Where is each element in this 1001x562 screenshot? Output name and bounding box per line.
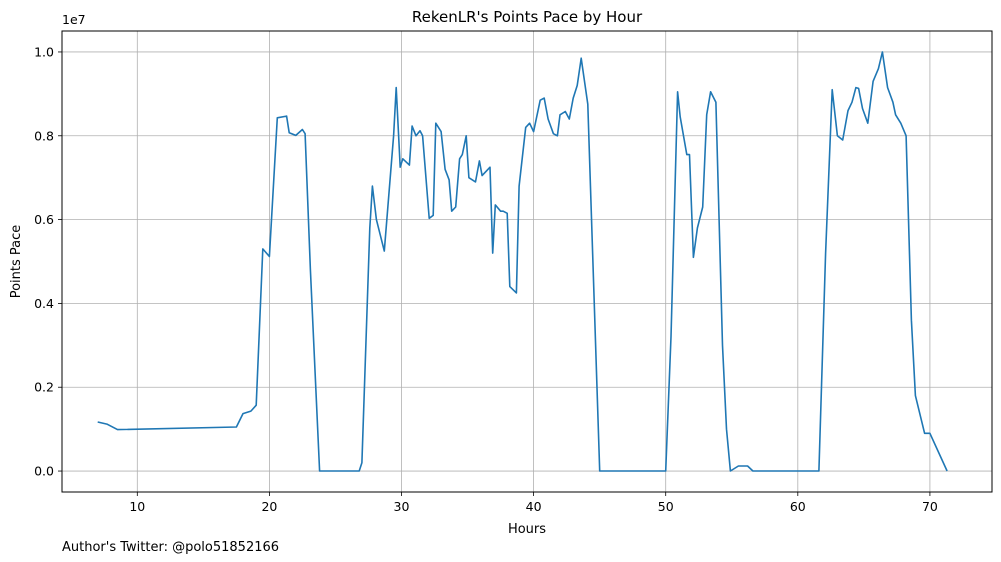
- y-tick-label: 0.8: [34, 128, 54, 143]
- points-pace-line: [97, 51, 948, 472]
- x-tick-label: 70: [922, 499, 938, 514]
- y-axis-ticks: 0.0 0.2 0.4 0.6 0.8 1.0: [34, 44, 62, 479]
- x-tick-label: 60: [790, 499, 806, 514]
- y-tick-label: 0.4: [34, 296, 54, 311]
- x-axis-ticks: 10 20 30 40 50 60 70: [129, 492, 938, 514]
- author-twitter-footer: Author's Twitter: @polo51852166: [62, 540, 279, 555]
- y-tick-label: 1.0: [34, 44, 54, 59]
- chart-title: RekenLR's Points Pace by Hour: [412, 8, 643, 26]
- y-tick-label: 0.6: [34, 212, 54, 227]
- x-tick-label: 10: [129, 499, 145, 514]
- y-tick-label: 0.2: [34, 380, 54, 395]
- plot-frame: [61, 30, 993, 493]
- x-tick-label: 40: [526, 499, 542, 514]
- x-tick-label: 50: [658, 499, 674, 514]
- x-axis-label: Hours: [508, 522, 546, 537]
- grid-lines: [62, 31, 992, 492]
- y-axis-offset-text: 1e7: [62, 12, 86, 27]
- x-tick-label: 30: [394, 499, 410, 514]
- y-axis-label: Points Pace: [9, 225, 24, 299]
- x-tick-label: 20: [261, 499, 277, 514]
- y-tick-label: 0.0: [34, 464, 54, 479]
